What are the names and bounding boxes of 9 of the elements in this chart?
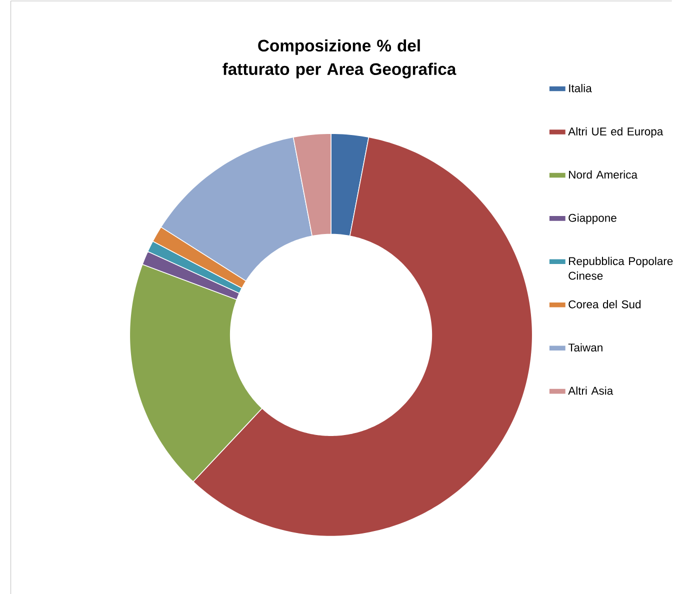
legend-label: Taiwan xyxy=(568,343,602,352)
legend-label: Corea del Sud xyxy=(568,300,641,308)
legend-label: Giappone xyxy=(568,213,616,224)
legend-label: Altri UE ed Europa xyxy=(568,126,664,138)
legend-label: Italia xyxy=(569,84,592,92)
legend-label: Repubblica Popolare Cinese xyxy=(568,256,673,280)
legend-label: Nord America xyxy=(569,170,638,178)
legend-label: Altri Asia xyxy=(568,386,614,395)
chart-title: Composizione % del fatturato per Area Geografica xyxy=(222,39,456,78)
